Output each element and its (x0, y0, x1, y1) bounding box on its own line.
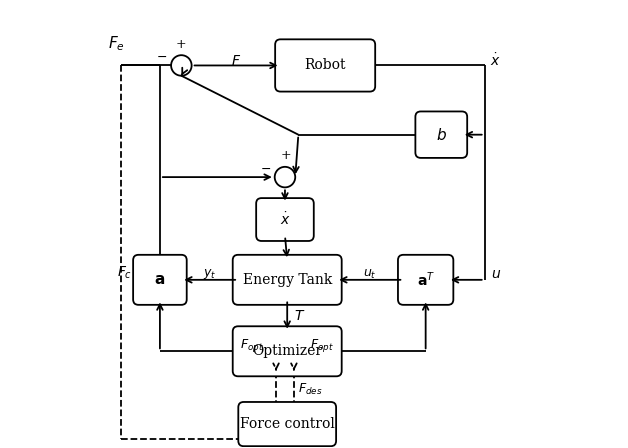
Text: $\dot{x}$: $\dot{x}$ (490, 53, 501, 69)
FancyBboxPatch shape (415, 112, 467, 158)
Text: $\mathbf{a}$: $\mathbf{a}$ (154, 273, 166, 287)
Text: $y_t$: $y_t$ (203, 267, 217, 281)
Text: $F_c$: $F_c$ (117, 265, 133, 281)
Text: $T$: $T$ (294, 309, 305, 323)
FancyBboxPatch shape (233, 255, 342, 305)
Text: Force control: Force control (240, 417, 335, 431)
Text: $F_{opt}$: $F_{opt}$ (310, 337, 334, 354)
Text: Optimizer: Optimizer (252, 344, 322, 358)
FancyBboxPatch shape (233, 326, 342, 376)
Text: $F$: $F$ (231, 54, 241, 68)
Circle shape (171, 55, 192, 76)
Text: $F_{opt}$: $F_{opt}$ (241, 337, 264, 354)
FancyBboxPatch shape (256, 198, 314, 241)
FancyBboxPatch shape (275, 39, 375, 91)
FancyBboxPatch shape (133, 255, 187, 305)
Circle shape (274, 167, 295, 187)
FancyBboxPatch shape (398, 255, 453, 305)
Text: $-$: $-$ (260, 162, 271, 175)
Text: $\dot{x}$: $\dot{x}$ (279, 211, 290, 228)
Text: $-$: $-$ (156, 50, 168, 63)
Text: Energy Tank: Energy Tank (242, 273, 332, 287)
Text: +: + (176, 38, 187, 51)
Text: Robot: Robot (305, 58, 346, 73)
Text: $u_t$: $u_t$ (363, 267, 377, 280)
FancyBboxPatch shape (238, 402, 336, 446)
Text: +: + (281, 149, 291, 162)
Text: $F_{des}$: $F_{des}$ (298, 382, 323, 396)
Text: $\mathbf{a}^T$: $\mathbf{a}^T$ (416, 271, 435, 289)
Text: $F_e$: $F_e$ (107, 34, 124, 53)
Text: $b$: $b$ (436, 127, 447, 142)
Text: $u$: $u$ (490, 267, 501, 281)
